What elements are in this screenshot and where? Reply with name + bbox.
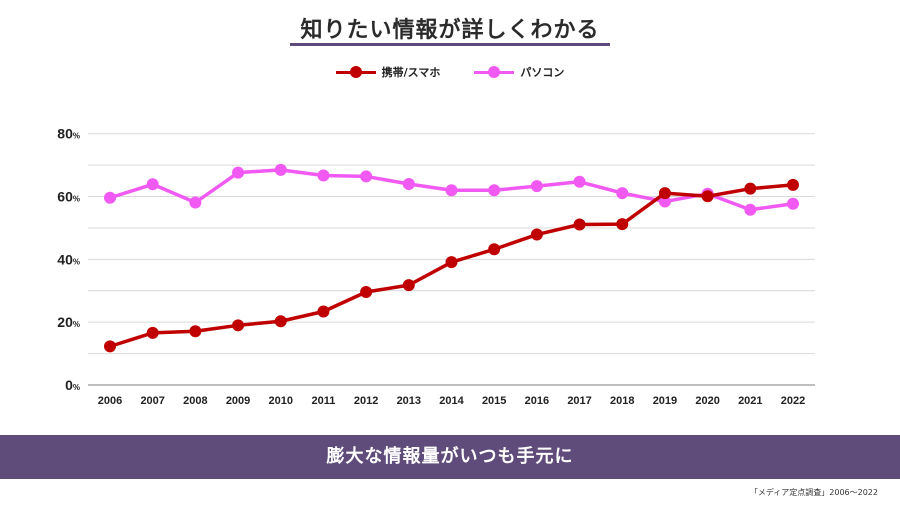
x-tick-label: 2014 [439,395,464,407]
data-point-1 [787,197,799,210]
y-tick-label: 40% [57,251,80,267]
data-point-0 [274,315,287,328]
legend-label-pc: パソコン [520,66,565,79]
data-point-1 [232,166,245,179]
data-point-0 [744,182,757,195]
data-point-0 [189,325,202,338]
data-point-0 [402,279,415,292]
y-tick-label: 0% [65,377,80,393]
y-tick-label: 20% [57,314,80,330]
data-point-1 [402,177,415,190]
y-tick-label: 60% [57,189,80,205]
data-point-1 [573,175,586,188]
chart-title: 知りたい情報が詳しくわかる [300,18,600,43]
banner: 膨大な情報量がいつも手元に [0,435,900,479]
data-point-1 [360,170,373,183]
legend-swatch-pc [474,66,515,78]
data-point-0 [317,305,330,318]
x-tick-label: 2020 [695,395,719,407]
x-tick-label: 2010 [269,395,293,407]
x-tick-label: 2007 [140,395,164,407]
x-tick-label: 2006 [98,395,122,407]
data-point-0 [616,218,629,231]
data-point-1 [530,180,543,193]
source-note: 「メディア定点調査」2006～2022 [749,488,878,497]
x-tick-label: 2017 [567,395,591,407]
x-tick-label: 2011 [312,395,336,407]
x-tick-label: 2022 [781,395,805,407]
data-point-0 [701,190,714,203]
data-point-0 [787,178,799,191]
title-underline [290,43,610,46]
data-point-1 [616,187,629,200]
data-point-0 [360,286,373,299]
data-point-1 [317,169,330,182]
x-tick-label: 2015 [482,395,506,407]
x-tick-label: 2021 [738,395,762,407]
data-point-1 [445,184,458,197]
y-tick-label: 80% [57,126,80,142]
x-tick-label: 2018 [610,395,634,407]
data-point-1 [744,203,757,216]
x-tick-label: 2016 [525,395,549,407]
legend-label-mobile: 携帯/スマホ [381,66,441,79]
legend-item-pc: パソコン [474,64,564,80]
data-point-1 [658,195,671,208]
data-point-1 [146,178,159,191]
x-tick-label: 2012 [354,395,378,407]
x-tick-label: 2013 [397,395,421,407]
data-point-0 [104,340,116,353]
data-point-1 [104,191,116,204]
data-point-1 [488,184,501,197]
legend-swatch-mobile [335,66,376,78]
line-chart: 0% 20% 40% 60% 80% 2006 2007 2008 2009 2010 2011 20… [57,126,815,407]
data-point-0 [573,218,586,231]
data-point-0 [658,187,671,200]
data-point-0 [146,326,159,339]
x-tick-label: 2009 [226,395,250,407]
data-point-0 [530,228,543,241]
data-point-0 [445,256,458,269]
data-point-0 [232,319,245,332]
data-point-0 [488,243,501,256]
legend: 携帯/スマホ パソコン [0,64,900,80]
data-point-1 [189,196,202,209]
x-tick-label: 2008 [183,395,207,407]
x-tick-label: 2019 [653,395,677,407]
legend-item-mobile: 携帯/スマホ [335,64,441,80]
data-point-1 [274,163,287,176]
